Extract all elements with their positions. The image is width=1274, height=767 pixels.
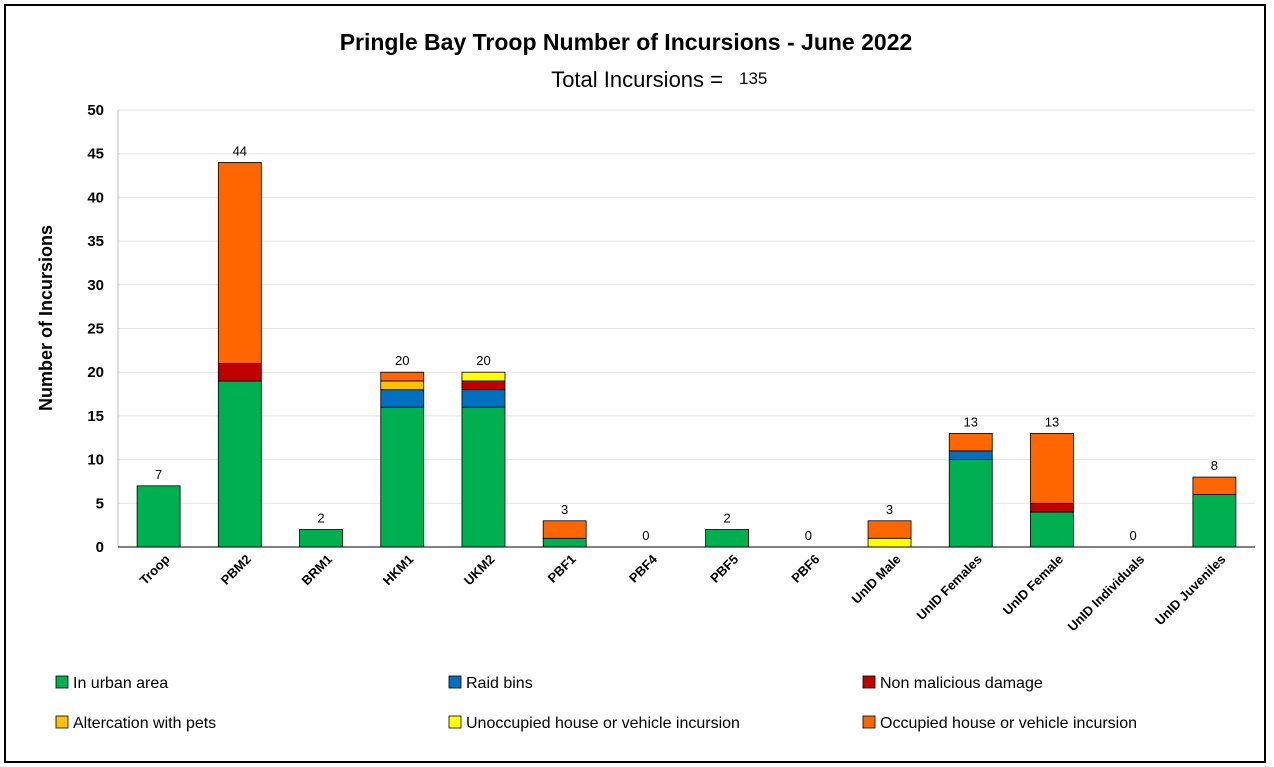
x-tick-label: HKM1 [380,552,417,589]
bar-total-label: 13 [964,414,978,429]
x-tick-label: UnID Individuals [1065,552,1148,635]
x-tick-label: PBF4 [626,551,661,586]
legend-label: Altercation with pets [73,715,216,732]
y-tick-label: 30 [87,277,104,294]
x-tick-label: UKM2 [461,552,498,589]
legend-label: Unoccupied house or vehicle incursion [466,715,740,732]
bar-segment [461,406,506,548]
y-tick-label: 15 [87,408,104,425]
x-tick-label: PBF1 [545,552,579,586]
bar-total-label: 3 [561,502,568,517]
legend-label: Non malicious damage [880,675,1043,692]
x-tick-label: PBF5 [707,552,741,586]
x-tick-label: UnID Juveniles [1152,552,1229,629]
legend-label: In urban area [73,675,168,692]
chart-title: Pringle Bay Troop Number of Incursions -… [340,29,913,55]
bar-segment [136,485,181,548]
bar-total-label: 0 [805,528,812,543]
bar-total-label: 44 [233,143,247,158]
y-tick-label: 20 [87,364,104,381]
bar-total-label: 3 [886,502,893,517]
bar-total-label: 0 [642,528,649,543]
chart-subtitle-label: Total Incursions = [551,67,723,92]
y-tick-label: 10 [87,452,104,469]
bar-segment [1192,494,1237,548]
bar-segment [217,162,262,364]
legend-swatch [448,675,462,689]
y-tick-label: 50 [87,102,104,119]
bar-segment [948,432,993,452]
y-tick-label: 0 [96,539,104,556]
bar-total-label: 8 [1211,458,1218,473]
bar-segment [542,520,587,539]
bar-segment [299,529,343,548]
bar-segment [217,380,262,548]
bar-total-label: 20 [476,353,490,368]
bar-total-label: 0 [1130,528,1137,543]
legend-label: Occupied house or vehicle incursion [880,715,1137,732]
bar-segment [461,389,506,408]
bar-total-label: 20 [395,353,409,368]
bar-segment [1192,476,1237,495]
y-axis-label: Number of Incursions [36,225,56,411]
bar-segment [867,520,912,539]
bar-segment [380,380,425,391]
bar-total-label: 2 [723,511,730,526]
bar-segment [948,459,993,548]
chart-subtitle-value: 135 [739,69,767,88]
bar-total-label: 2 [317,511,324,526]
y-tick-label: 35 [87,233,104,250]
x-tick-label: UnID Male [849,552,904,607]
y-tick-label: 5 [96,495,104,512]
bar-segment [380,371,425,382]
bar-segment [217,363,262,382]
bar-segment [380,406,425,548]
bar-segment [867,537,912,548]
y-tick-label: 40 [87,189,104,206]
legend-swatch [862,715,876,729]
legend-swatch [448,715,462,729]
bar-segment [948,450,993,460]
legend-label: Raid bins [466,675,533,692]
x-tick-label: UnID Female [1000,552,1066,618]
bar-total-label: 13 [1045,414,1059,429]
bar-segment [461,371,506,382]
x-tick-label: UnID Females [913,552,984,623]
y-tick-label: 45 [87,146,104,163]
bar-segment [1030,502,1074,513]
bar-total-label: 7 [155,467,162,482]
bar-segment [1030,511,1074,548]
bar-segment [542,537,587,548]
legend-swatch [55,675,69,689]
chart-frame [4,4,1266,763]
bar-segment [1030,432,1074,504]
x-tick-label: PBM2 [218,552,254,588]
bar-segment [705,529,750,548]
x-tick-label: PBF6 [788,552,822,586]
legend-swatch [55,715,69,729]
bar-segment [461,380,506,391]
x-tick-label: BRM1 [298,552,335,589]
y-tick-label: 25 [87,321,104,338]
bar-segment [380,389,425,408]
x-tick-label: Troop [137,551,173,587]
legend-swatch [862,675,876,689]
